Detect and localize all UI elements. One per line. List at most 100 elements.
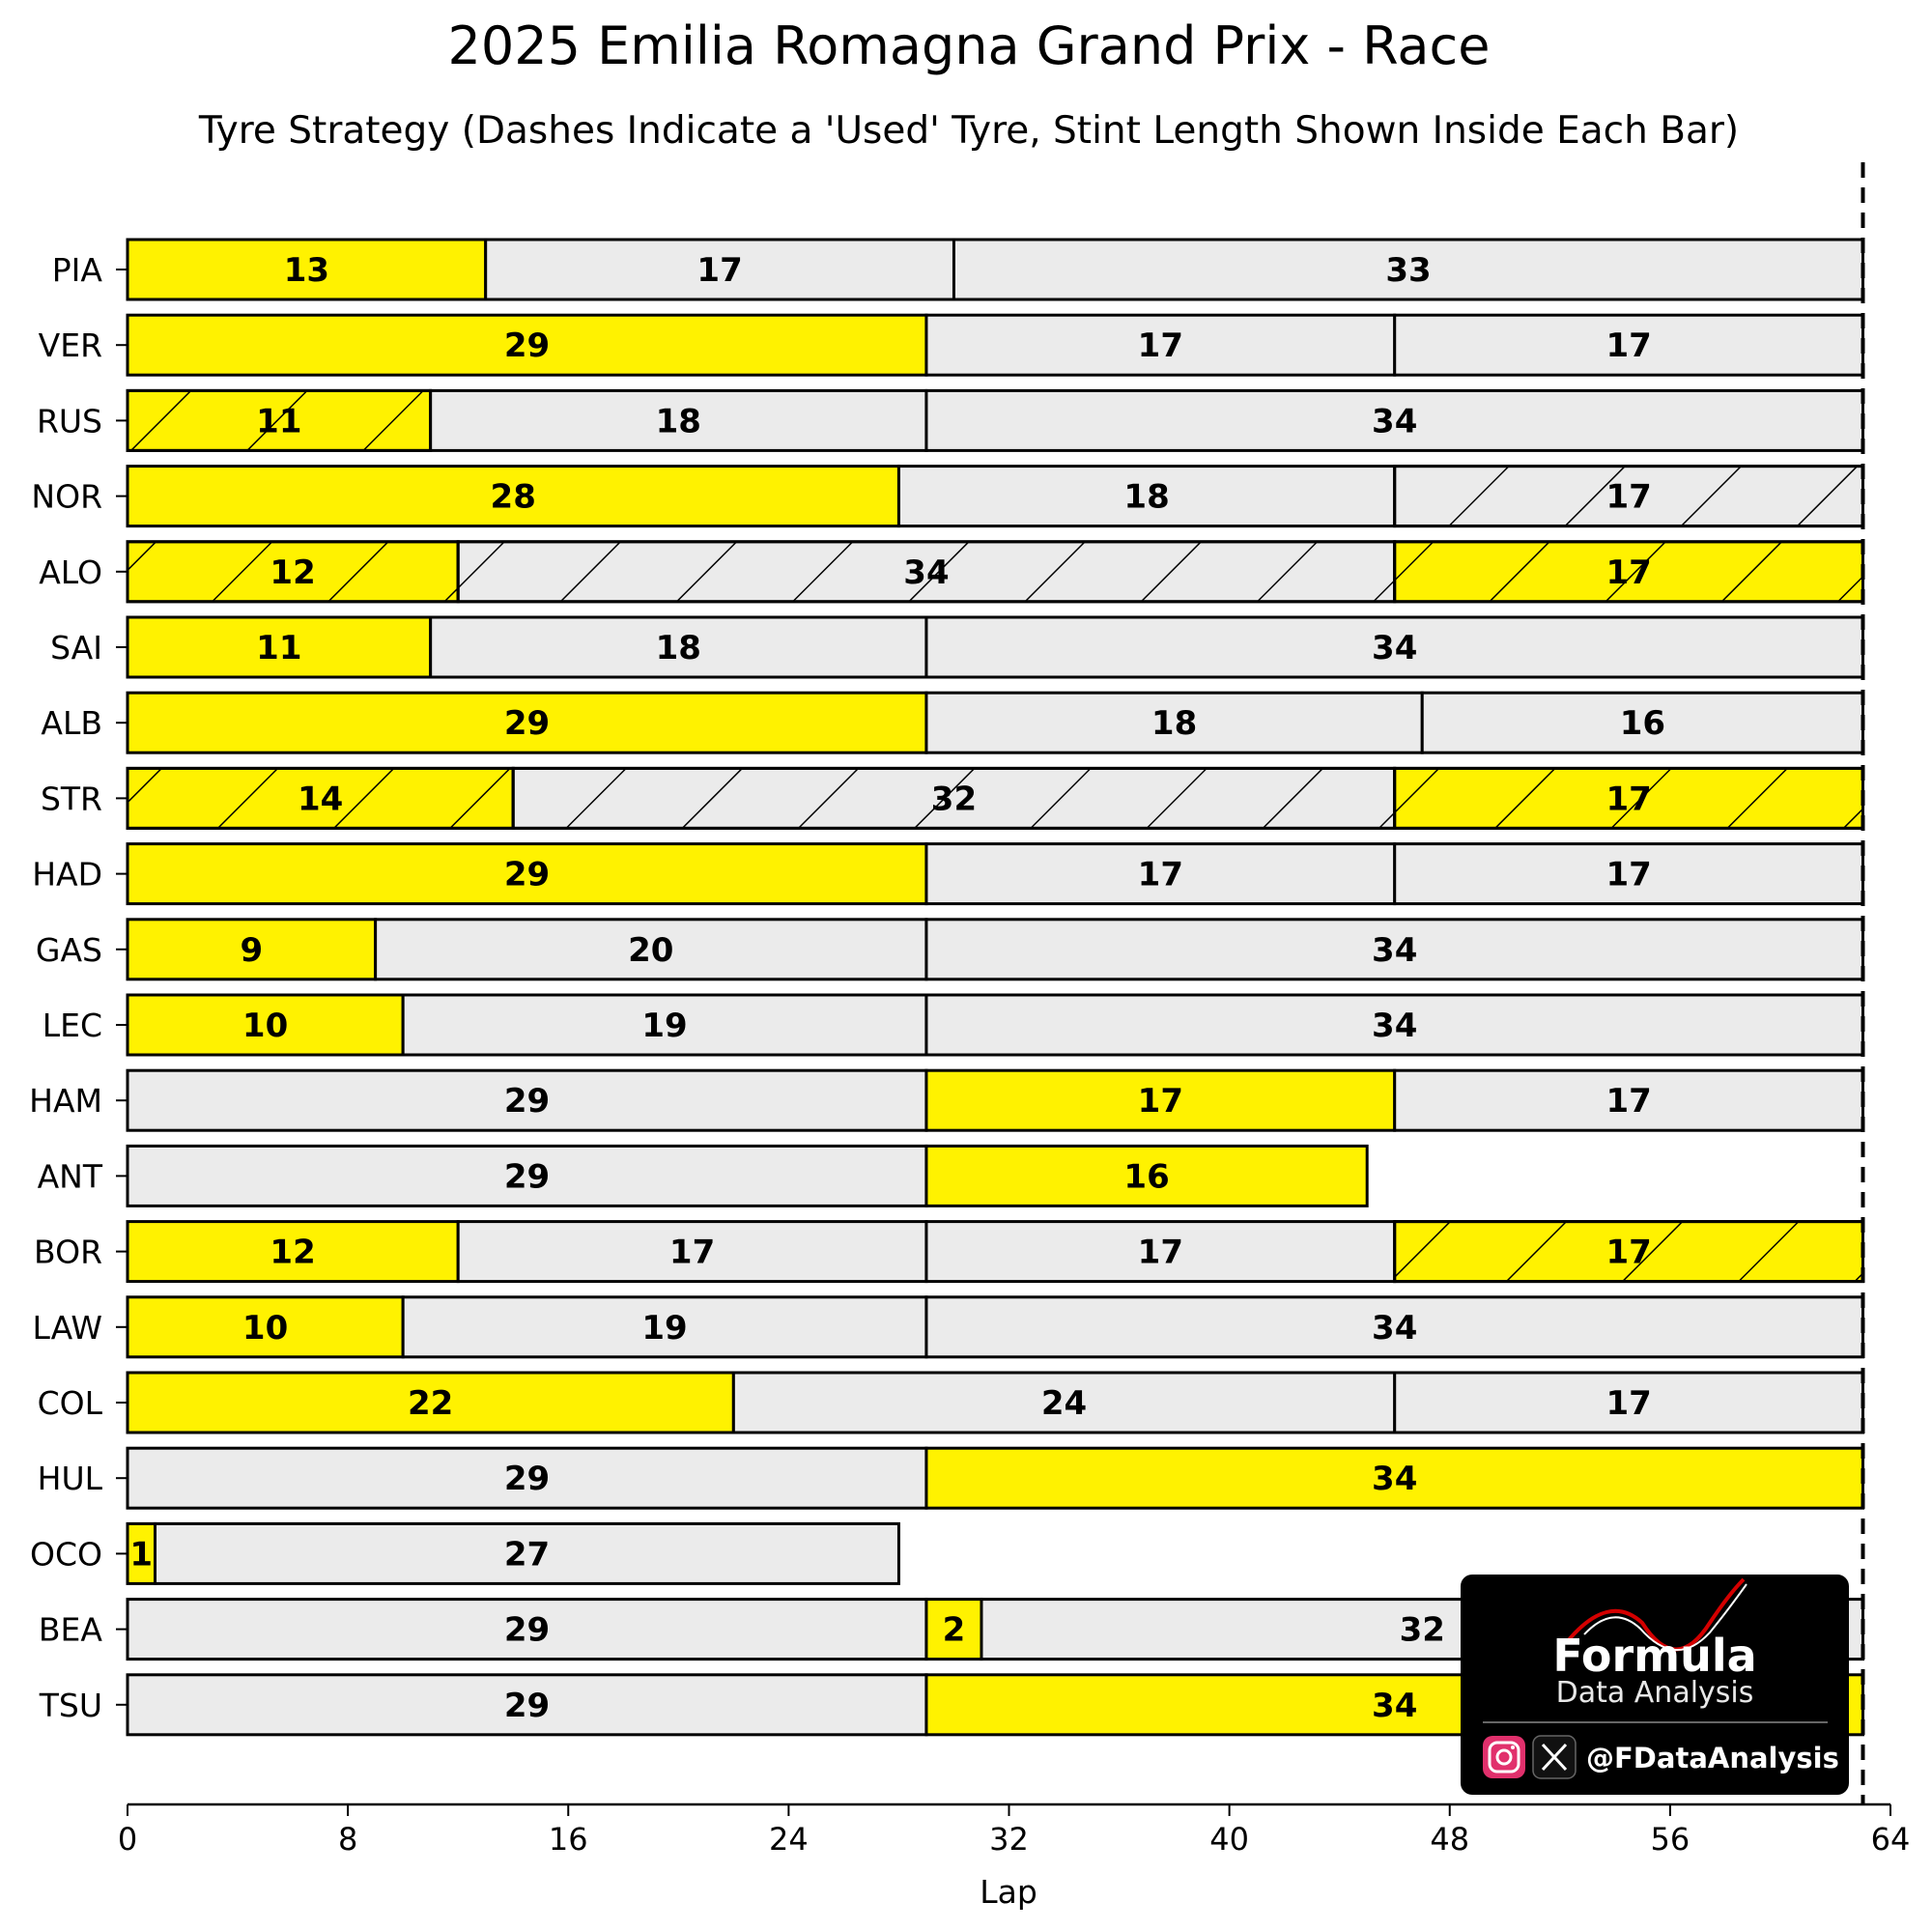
driver-label: BOR <box>34 1234 102 1271</box>
stint-length-label: 29 <box>504 856 550 894</box>
stint-length-label: 34 <box>1372 1007 1417 1045</box>
stint-length-label: 17 <box>1605 1234 1651 1272</box>
stint-bar <box>154 1521 900 1585</box>
stint-bar <box>126 1371 735 1434</box>
x-tick-label: 32 <box>989 1821 1029 1858</box>
stint-length-label: 29 <box>504 326 550 365</box>
stint-length-label: 10 <box>242 1007 288 1045</box>
logo-swoosh-white-icon <box>1583 1583 1747 1651</box>
stint-length-label: 17 <box>1138 326 1183 365</box>
x-tick-label: 56 <box>1651 1821 1690 1858</box>
driver-label: HUL <box>38 1460 103 1497</box>
stint-length-label: 17 <box>1605 553 1651 592</box>
stint-bar <box>484 238 955 301</box>
stint-bar <box>924 313 1397 377</box>
stint-length-label: 14 <box>298 780 343 818</box>
used-tyre-hatch <box>456 540 1397 604</box>
stint-bar <box>924 918 1864 981</box>
stint-length-label: 17 <box>1138 856 1183 894</box>
driver-axis: PIA VER RUS NOR ALO SAI ALB STR HAD GAS LEC HAM ANT B… <box>29 251 128 1724</box>
stint-length-label: 17 <box>669 1234 715 1272</box>
stint-length-label: 12 <box>270 1234 315 1272</box>
stint-length-label: 16 <box>1123 1157 1169 1196</box>
stint-length-label: 19 <box>641 1309 687 1348</box>
stint-bar <box>429 615 928 679</box>
stint-length-label: 2 <box>943 1611 966 1650</box>
used-tyre-hatch <box>1393 1220 1864 1284</box>
stint-length-label: 20 <box>628 931 673 970</box>
stint-length-label: 29 <box>504 1611 550 1650</box>
stint-bar <box>952 238 1864 301</box>
driver-label: HAD <box>32 856 102 894</box>
stint-bar <box>896 465 1397 528</box>
stint-length-label: 17 <box>1138 1234 1183 1272</box>
watermark-brand-line1: Formula <box>1552 1630 1756 1682</box>
stint-length-label: 18 <box>656 402 701 440</box>
stint-length-label: 17 <box>1138 1082 1183 1121</box>
driver-label: COL <box>38 1384 103 1422</box>
stint-length-label: 34 <box>1372 402 1417 440</box>
driver-label: VER <box>39 326 102 364</box>
stint-length-label: 17 <box>1605 1082 1651 1121</box>
driver-label: RUS <box>37 402 102 440</box>
x-tick-label: 0 <box>118 1821 137 1858</box>
watermark-badge: Formula Data Analysis @FDataAnalysis <box>1461 1575 1849 1795</box>
stint-length-label: 18 <box>1151 704 1197 743</box>
driver-label: NOR <box>31 478 102 516</box>
used-tyre-hatch <box>1393 465 1864 528</box>
driver-label: OCO <box>30 1535 102 1573</box>
stint-bar <box>126 1598 928 1661</box>
lap-axis: 0 8 16 24 32 40 48 56 64 <box>118 1802 1910 1858</box>
stint-length-label: 10 <box>242 1309 288 1348</box>
stint-bar <box>924 1446 1864 1510</box>
driver-label: LEC <box>43 1007 102 1044</box>
stint-length-label: 34 <box>1372 1309 1417 1348</box>
stint-length-label: 28 <box>491 478 536 517</box>
stint-length-label: 24 <box>1041 1384 1087 1423</box>
stint-bar <box>401 993 928 1057</box>
chart-subtitle: Tyre Strategy (Dashes Indicate a 'Used' … <box>198 109 1739 153</box>
stint-length-label: 9 <box>240 931 263 970</box>
driver-label: TSU <box>39 1687 102 1724</box>
stint-length-label: 34 <box>1372 1687 1417 1725</box>
used-tyre-hatch <box>1393 540 1864 604</box>
stint-length-label: 34 <box>1372 1460 1417 1498</box>
stint-bar <box>401 1295 928 1359</box>
stint-bar <box>924 1295 1864 1359</box>
stint-length-label: 18 <box>1123 478 1169 517</box>
watermark-handle: @FDataAnalysis <box>1586 1742 1839 1774</box>
driver-label: ALO <box>39 553 102 591</box>
stint-length-label: 17 <box>1605 478 1651 517</box>
x-tick-label: 16 <box>549 1821 588 1858</box>
x-tick-label: 8 <box>338 1821 357 1858</box>
stint-bar <box>374 918 928 981</box>
driver-label: PIA <box>52 251 103 289</box>
stint-bar <box>126 1144 928 1207</box>
stint-length-label: 29 <box>504 1082 550 1121</box>
stint-bar <box>731 1371 1397 1434</box>
stint-length-label: 12 <box>270 553 315 592</box>
stint-length-label: 27 <box>504 1535 550 1574</box>
stint-bar <box>924 842 1397 906</box>
stint-length-label: 33 <box>1385 251 1431 290</box>
stint-length-label: 19 <box>641 1007 687 1045</box>
stint-length-label: 29 <box>504 704 550 743</box>
x-tick-label: 24 <box>769 1821 809 1858</box>
driver-label: BEA <box>39 1611 102 1649</box>
driver-label: GAS <box>36 931 102 969</box>
driver-label: LAW <box>32 1309 102 1347</box>
stint-length-label: 32 <box>931 780 977 818</box>
stint-length-label: 29 <box>504 1687 550 1725</box>
stint-length-label: 11 <box>256 402 301 440</box>
stint-bar <box>429 388 928 452</box>
stint-bar <box>126 918 378 981</box>
stint-bar <box>924 388 1864 452</box>
driver-label: ALB <box>41 704 102 742</box>
stint-length-label: 13 <box>284 251 329 290</box>
stint-bar <box>1393 842 1864 906</box>
stint-bar <box>924 1144 1369 1207</box>
driver-label: ANT <box>38 1157 103 1195</box>
stint-length-label: 1 <box>129 1535 153 1574</box>
